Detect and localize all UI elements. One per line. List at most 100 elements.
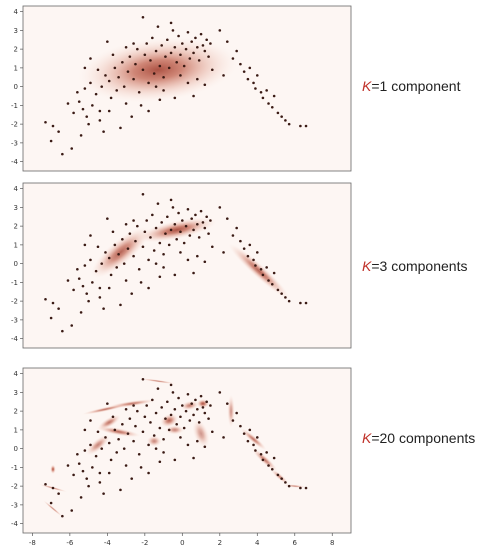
data-point <box>205 215 208 219</box>
data-point <box>156 202 160 205</box>
data-point <box>188 234 192 237</box>
data-point <box>94 92 98 96</box>
data-point <box>304 301 308 305</box>
data-point <box>254 264 257 267</box>
density-component <box>77 36 239 103</box>
data-point <box>181 219 184 222</box>
data-point <box>98 119 102 122</box>
data-point <box>87 299 90 303</box>
data-point <box>246 254 250 258</box>
data-point <box>134 424 137 428</box>
data-point <box>203 445 207 449</box>
data-point <box>270 105 274 109</box>
data-point <box>98 286 102 290</box>
y-tick-label: -2 <box>11 298 18 306</box>
data-point <box>70 509 74 512</box>
data-point <box>85 477 89 480</box>
data-point <box>76 267 79 271</box>
data-point <box>119 126 122 130</box>
data-point <box>255 436 259 439</box>
data-point <box>154 262 158 265</box>
density-component <box>85 434 111 456</box>
data-point <box>130 477 134 480</box>
data-point <box>222 251 225 254</box>
data-point <box>181 42 184 45</box>
data-point <box>154 411 158 415</box>
data-point <box>115 266 119 269</box>
data-point <box>124 279 128 282</box>
data-point <box>186 392 190 396</box>
data-point <box>154 85 158 88</box>
data-point <box>128 417 132 420</box>
data-point <box>121 237 124 241</box>
data-point <box>44 482 47 486</box>
data-point <box>154 447 158 450</box>
data-point <box>175 422 178 426</box>
data-point <box>124 102 128 105</box>
data-point <box>209 42 212 45</box>
data-point <box>175 60 178 64</box>
data-point <box>169 198 173 202</box>
data-point <box>136 47 139 51</box>
data-point <box>192 94 195 98</box>
y-tick-label: -3 <box>11 501 18 509</box>
data-point <box>132 404 135 407</box>
y-tick-label: -1 <box>11 279 18 287</box>
data-point <box>252 443 255 447</box>
data-point <box>77 277 81 280</box>
data-point <box>280 477 283 480</box>
data-point <box>182 426 186 430</box>
y-tick-label: 2 <box>14 223 18 231</box>
density-component <box>42 500 64 518</box>
data-point <box>167 428 171 432</box>
data-point <box>91 281 94 284</box>
data-point <box>128 55 132 58</box>
data-point <box>184 224 188 228</box>
data-point <box>265 89 268 92</box>
data-point <box>154 49 158 53</box>
y-tick-label: 1 <box>14 241 18 249</box>
data-point <box>89 443 92 447</box>
data-point <box>106 217 109 220</box>
data-point <box>57 130 60 133</box>
density-component <box>81 403 130 415</box>
data-point <box>96 68 100 72</box>
data-point <box>152 72 156 75</box>
data-point <box>137 90 141 94</box>
data-point <box>98 481 102 484</box>
density-component <box>160 413 179 428</box>
data-point <box>51 124 55 128</box>
data-point <box>272 271 276 275</box>
data-point <box>85 115 89 118</box>
data-point <box>203 260 207 264</box>
data-point <box>239 424 242 428</box>
data-point <box>136 224 139 228</box>
data-point <box>151 398 154 402</box>
data-point <box>197 421 201 424</box>
data-point <box>81 284 85 288</box>
data-point <box>83 66 87 70</box>
data-point <box>162 266 165 269</box>
data-point <box>239 239 242 243</box>
x-tick-label: -4 <box>104 539 112 547</box>
data-point <box>83 243 87 247</box>
data-point <box>287 299 291 303</box>
data-point <box>231 419 235 422</box>
data-point <box>167 66 171 70</box>
data-point <box>44 120 47 124</box>
data-point <box>89 81 92 85</box>
data-point <box>141 192 145 196</box>
data-point <box>83 264 87 267</box>
y-tick-label: -4 <box>11 520 19 528</box>
data-point <box>218 29 222 32</box>
data-point <box>201 221 205 224</box>
data-point <box>184 47 188 51</box>
data-point <box>169 383 173 387</box>
data-point <box>158 460 162 464</box>
data-point <box>177 396 180 400</box>
data-point <box>145 42 149 45</box>
data-point <box>173 407 177 411</box>
data-point <box>171 29 175 32</box>
data-point <box>211 430 214 434</box>
data-point <box>107 286 111 290</box>
